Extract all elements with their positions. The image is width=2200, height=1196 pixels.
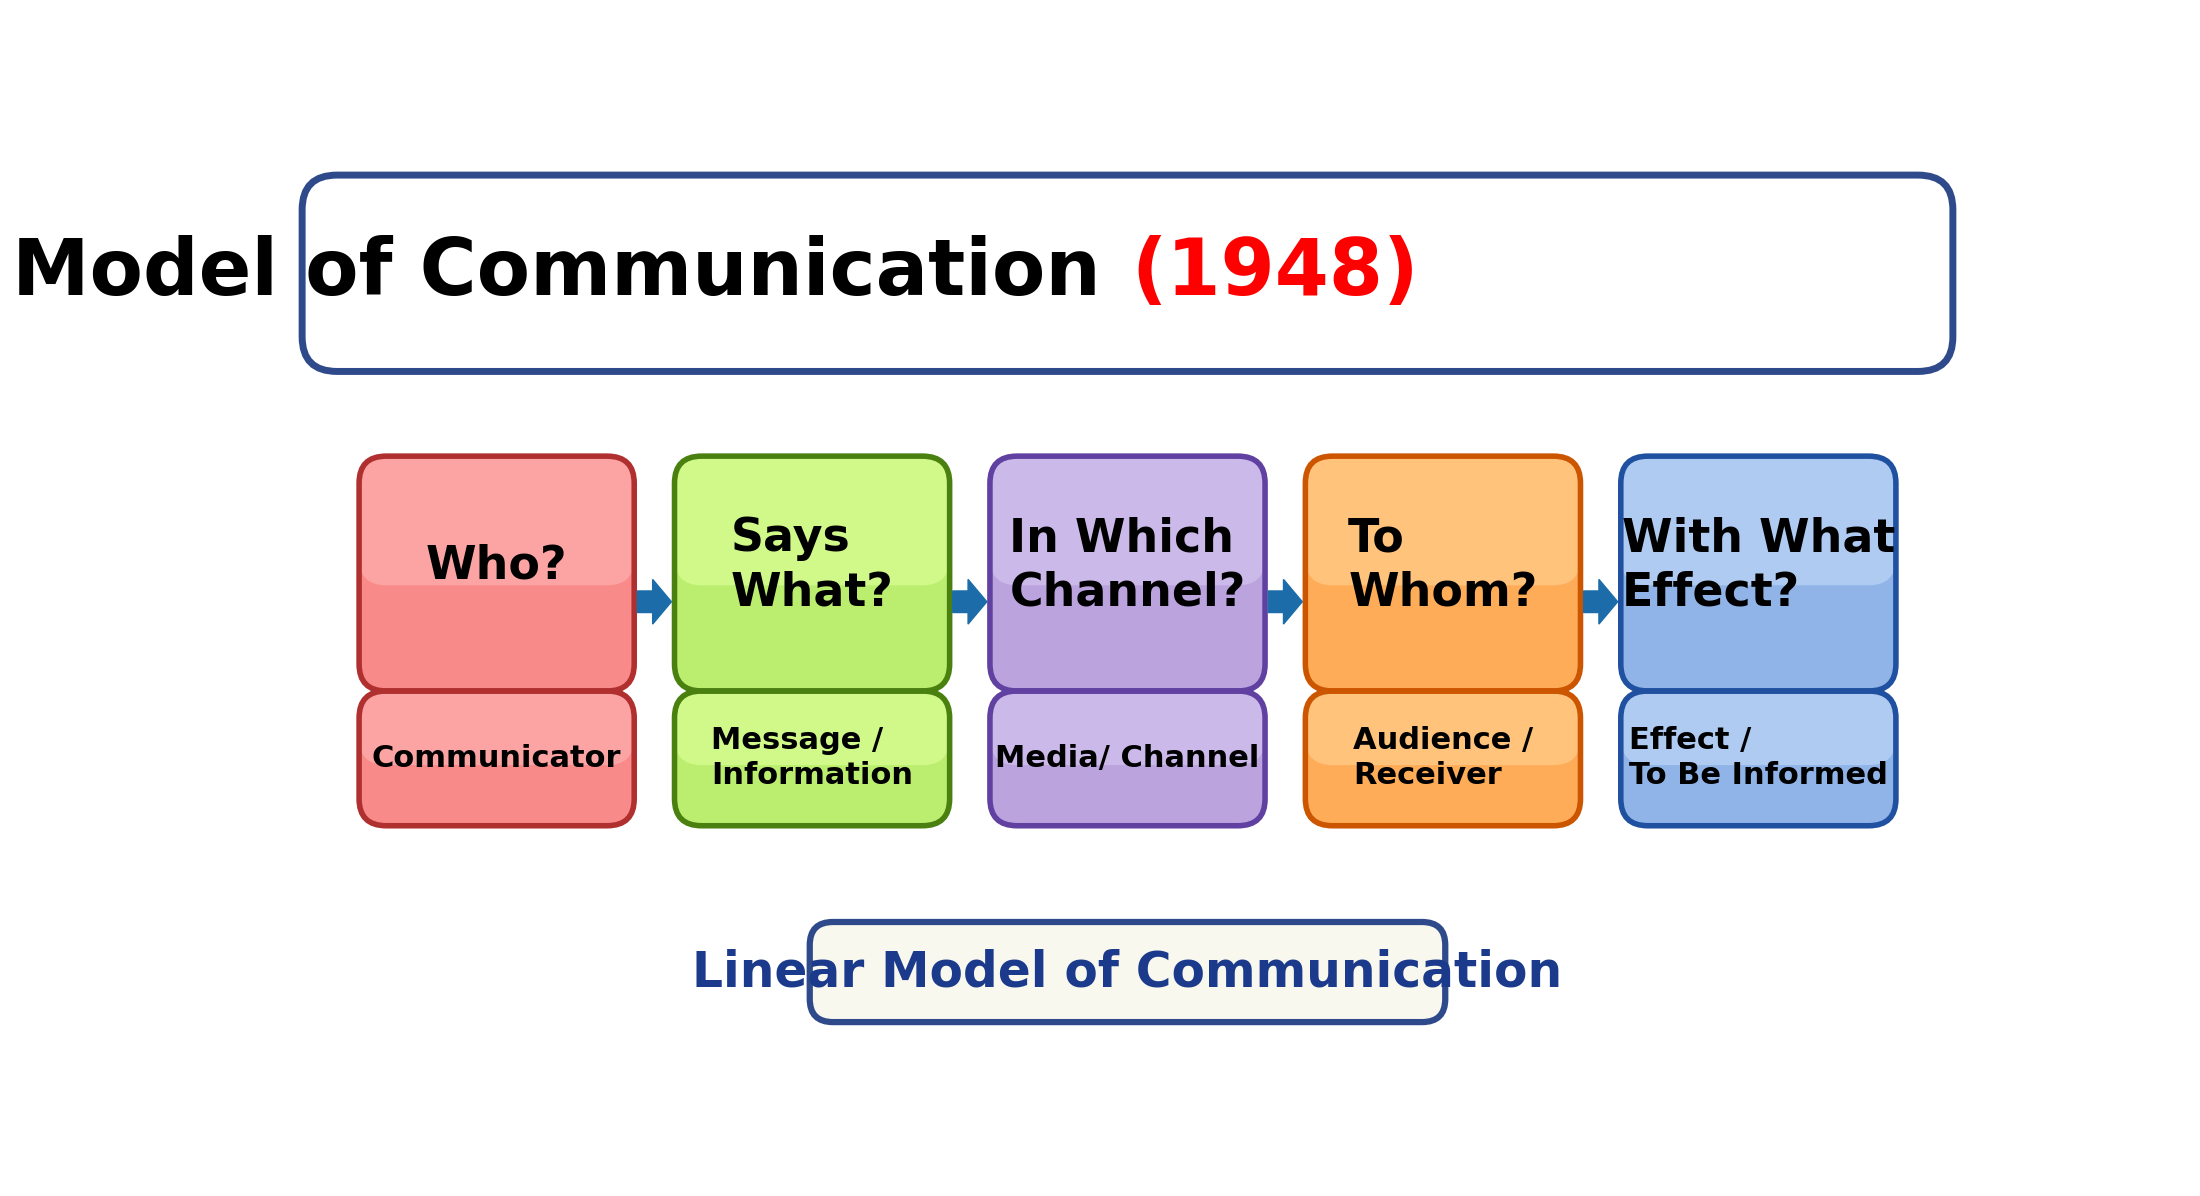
FancyBboxPatch shape [990,691,1265,825]
FancyBboxPatch shape [1621,456,1896,691]
FancyArrow shape [638,579,671,624]
FancyBboxPatch shape [990,456,1265,691]
FancyArrow shape [1584,579,1617,624]
Text: Message /
Information: Message / Information [711,726,913,791]
Text: (1948): (1948) [1131,236,1419,311]
FancyBboxPatch shape [1305,691,1580,765]
FancyBboxPatch shape [810,922,1445,1023]
FancyBboxPatch shape [359,691,634,825]
FancyBboxPatch shape [1305,456,1580,585]
FancyBboxPatch shape [675,456,950,585]
FancyBboxPatch shape [1621,691,1896,825]
Text: Media/ Channel: Media/ Channel [994,744,1261,773]
FancyBboxPatch shape [990,456,1265,585]
FancyBboxPatch shape [359,456,634,585]
Text: Audience /
Receiver: Audience / Receiver [1353,726,1533,791]
Text: Linear Model of Communication: Linear Model of Communication [693,948,1562,996]
FancyBboxPatch shape [359,456,634,691]
FancyBboxPatch shape [1621,691,1896,765]
FancyBboxPatch shape [675,456,950,691]
FancyBboxPatch shape [1621,456,1896,585]
Text: Says
What?: Says What? [730,517,893,615]
Text: Effect /
To Be Informed: Effect / To Be Informed [1628,726,1888,791]
FancyBboxPatch shape [1305,691,1580,825]
FancyArrow shape [1267,579,1302,624]
FancyBboxPatch shape [359,691,634,765]
FancyBboxPatch shape [1305,456,1580,691]
FancyBboxPatch shape [301,175,1954,372]
Text: Who?: Who? [427,543,568,588]
Text: In Which
Channel?: In Which Channel? [1010,517,1245,615]
Text: Lasswell's Model of Communication: Lasswell's Model of Communication [0,236,1126,311]
Text: To
Whom?: To Whom? [1349,517,1538,615]
Text: With What
Effect?: With What Effect? [1621,517,1894,615]
FancyBboxPatch shape [675,691,950,765]
FancyBboxPatch shape [675,691,950,825]
FancyBboxPatch shape [990,691,1265,765]
Text: Communicator: Communicator [372,744,620,773]
FancyArrow shape [953,579,988,624]
